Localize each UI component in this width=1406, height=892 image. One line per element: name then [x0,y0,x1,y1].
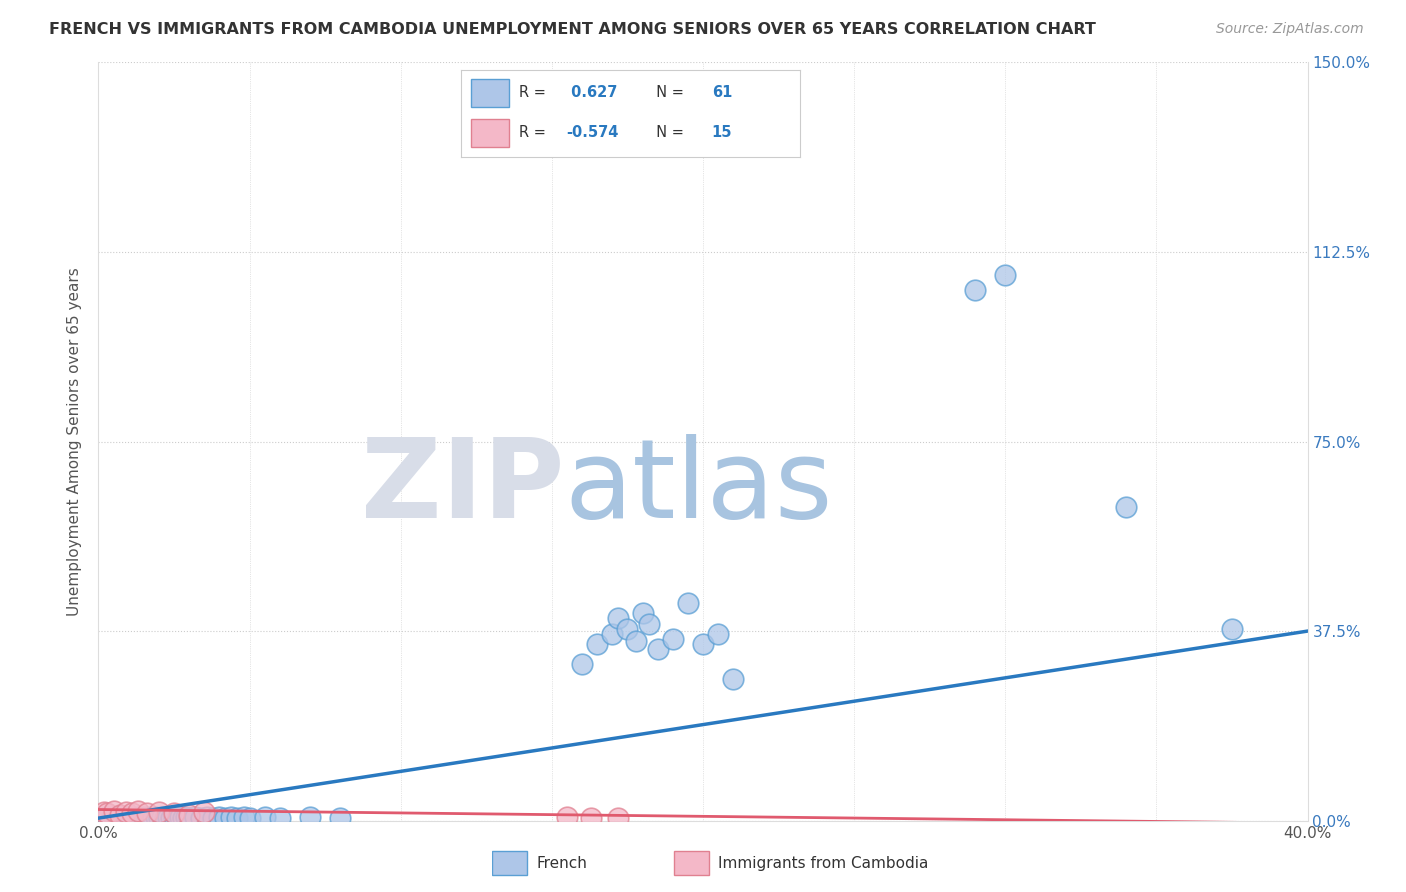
Point [150,810,173,824]
Text: atlas: atlas [564,434,832,541]
Point [214,811,236,825]
Text: FRENCH VS IMMIGRANTS FROM CAMBODIA UNEMPLOYMENT AMONG SENIORS OVER 65 YEARS CORR: FRENCH VS IMMIGRANTS FROM CAMBODIA UNEMP… [49,22,1097,37]
Point [118,809,141,823]
Point [93,811,115,825]
Point [631,607,654,621]
Point [661,632,683,646]
Point [637,616,659,631]
Point [269,811,291,825]
Text: French: French [537,855,588,871]
Point [121,811,143,825]
Text: ZIP: ZIP [360,434,564,541]
Point [124,811,146,825]
Point [148,811,170,825]
Point [579,811,602,825]
Y-axis label: Unemployment Among Seniors over 65 years: Unemployment Among Seniors over 65 years [67,268,83,615]
Point [607,611,630,625]
Point [195,810,218,824]
Point [142,811,165,825]
Point [586,637,609,651]
Point [108,807,131,822]
Point [169,809,191,823]
Point [139,810,162,824]
Point [100,811,122,825]
Point [153,811,176,825]
Point [145,809,167,823]
Point [127,804,149,818]
Point [163,810,186,824]
Point [299,809,322,823]
Point [163,806,186,821]
Point [96,809,118,823]
Point [607,811,630,825]
Bar [492,851,527,875]
Point [96,806,118,821]
Point [965,283,987,297]
Point [111,811,134,825]
Point [1115,500,1137,515]
Point [156,809,179,823]
Point [626,634,648,648]
Point [647,641,669,656]
Point [994,268,1017,282]
Point [135,811,157,825]
Point [166,811,188,825]
Point [232,809,254,823]
Point [127,810,149,824]
Point [108,809,131,823]
Point [121,806,143,821]
Point [179,807,201,822]
Point [129,811,152,825]
Point [103,804,125,818]
Point [616,622,638,636]
Point [184,809,207,823]
Point [135,805,157,820]
Point [253,810,276,824]
Point [132,809,155,823]
Point [160,811,183,825]
Point [103,810,125,824]
Point [105,811,128,825]
Point [114,805,136,819]
Point [179,811,201,825]
Point [555,809,578,823]
Bar [675,851,709,875]
Point [114,810,136,824]
Point [202,811,225,825]
Point [174,810,197,824]
Point [226,811,249,825]
Point [172,811,194,825]
Point [707,626,730,640]
Point [571,657,593,671]
Point [239,811,262,825]
Point [723,672,745,686]
Point [193,805,215,819]
Point [1220,622,1243,636]
Point [602,626,624,640]
Point [221,810,243,824]
Point [329,811,352,825]
Text: Immigrants from Cambodia: Immigrants from Cambodia [718,855,929,871]
Point [148,805,170,819]
Point [692,637,714,651]
Text: Source: ZipAtlas.com: Source: ZipAtlas.com [1216,22,1364,37]
Point [676,596,699,610]
Point [208,809,231,823]
Point [93,805,115,819]
Point [190,811,212,825]
